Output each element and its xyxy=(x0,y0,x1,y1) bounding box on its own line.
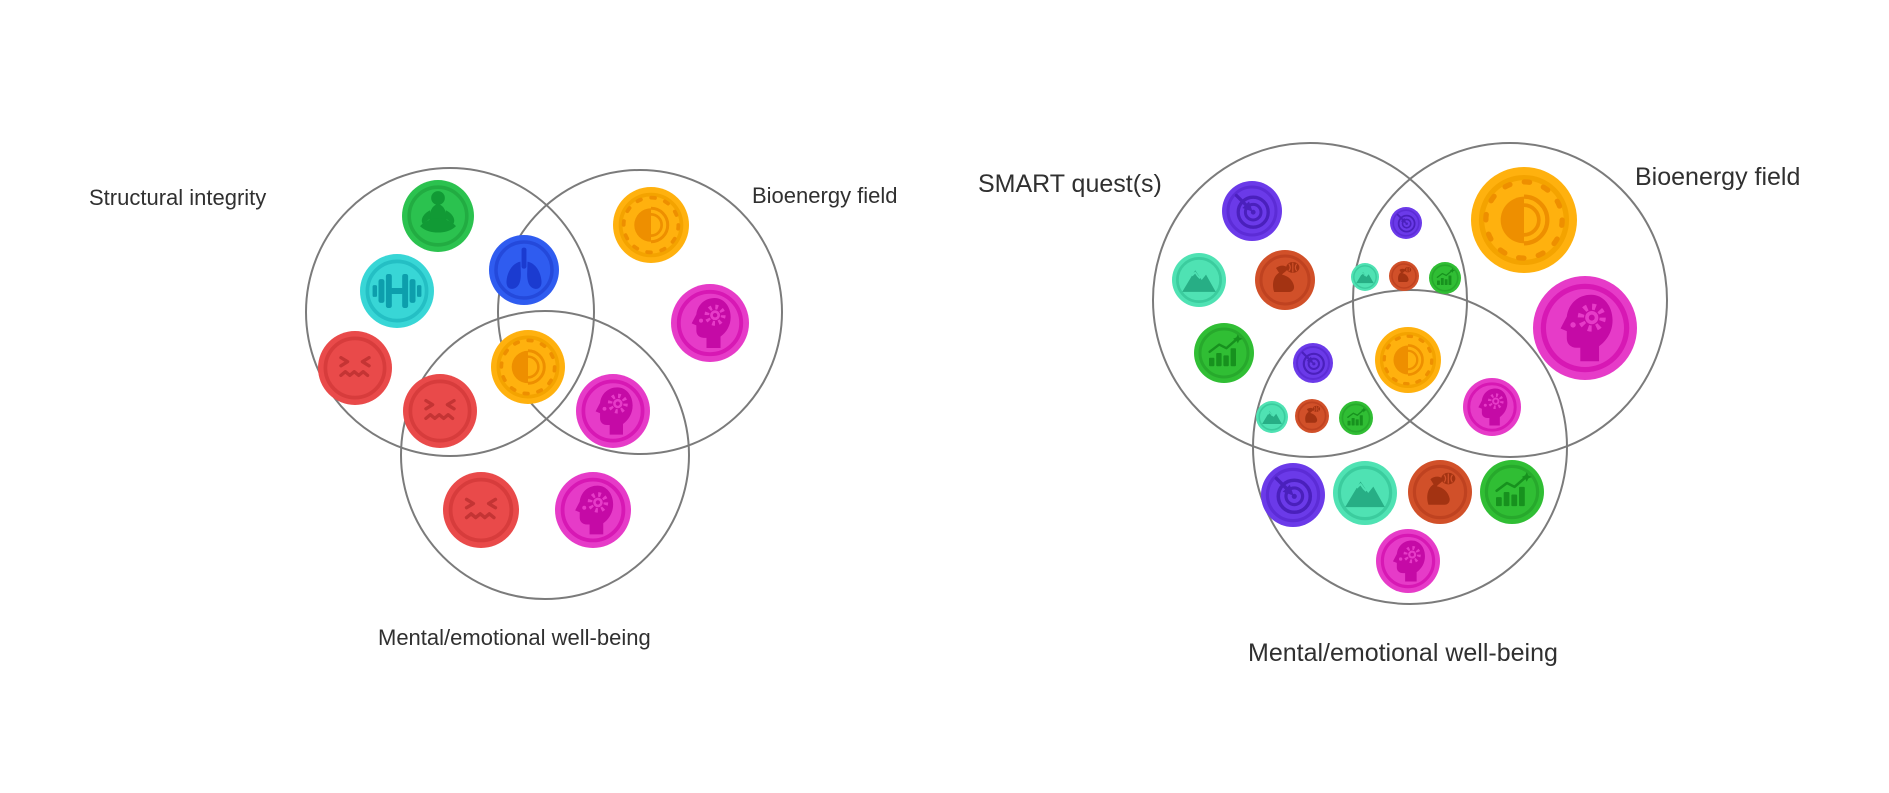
muscle-badge xyxy=(1389,261,1419,291)
venn-circle-mental-emotional-well-being xyxy=(400,310,690,600)
label-smart-quests: SMART quest(s) xyxy=(978,170,1162,198)
venn-circle-mental-emotional-well-being xyxy=(1252,289,1568,605)
target-icon xyxy=(1222,181,1282,241)
chart-icon xyxy=(1480,460,1544,524)
target-badge xyxy=(1261,463,1325,527)
chart-icon xyxy=(1429,262,1461,294)
label-structural-integrity: Structural integrity xyxy=(89,185,267,210)
label-bioenergy-field-right: Bioenergy field xyxy=(1635,163,1801,191)
mountain-icon xyxy=(1333,461,1397,525)
mountain-badge xyxy=(1172,253,1226,307)
mountain-icon xyxy=(1256,401,1288,433)
mountain-badge xyxy=(1256,401,1288,433)
chart-badge xyxy=(1480,460,1544,524)
muscle-badge xyxy=(1255,250,1315,310)
head-icon xyxy=(1463,378,1521,436)
target-icon xyxy=(1261,463,1325,527)
muscle-icon xyxy=(1408,460,1472,524)
label-mental-emotional-left: Mental/emotional well-being xyxy=(378,625,651,650)
target-badge xyxy=(1293,343,1333,383)
muscle-icon xyxy=(1295,399,1329,433)
target-badge xyxy=(1222,181,1282,241)
mountain-icon xyxy=(1351,263,1379,291)
chart-icon xyxy=(1194,323,1254,383)
sun-icon xyxy=(1375,327,1441,393)
muscle-badge xyxy=(1408,460,1472,524)
muscle-badge xyxy=(1295,399,1329,433)
head-badge xyxy=(1376,529,1440,593)
chart-badge xyxy=(1194,323,1254,383)
head-icon xyxy=(1533,276,1637,380)
sun-badge xyxy=(1471,167,1577,273)
sun-icon xyxy=(1471,167,1577,273)
muscle-icon xyxy=(1255,250,1315,310)
head-icon xyxy=(1376,529,1440,593)
chart-badge xyxy=(1339,401,1373,435)
mountain-badge xyxy=(1333,461,1397,525)
label-mental-emotional-right: Mental/emotional well-being xyxy=(1248,639,1558,667)
target-badge xyxy=(1390,207,1422,239)
chart-icon xyxy=(1339,401,1373,435)
muscle-icon xyxy=(1389,261,1419,291)
mountain-badge xyxy=(1351,263,1379,291)
head-badge xyxy=(1533,276,1637,380)
sun-badge xyxy=(1375,327,1441,393)
head-badge xyxy=(1463,378,1521,436)
chart-badge xyxy=(1429,262,1461,294)
label-bioenergy-field-left: Bioenergy field xyxy=(752,183,898,208)
target-icon xyxy=(1390,207,1422,239)
target-icon xyxy=(1293,343,1333,383)
mountain-icon xyxy=(1172,253,1226,307)
